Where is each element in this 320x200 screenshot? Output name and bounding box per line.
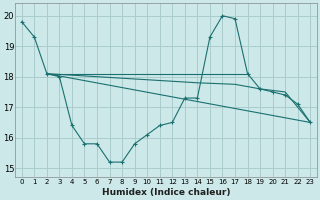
X-axis label: Humidex (Indice chaleur): Humidex (Indice chaleur) [102, 188, 230, 197]
